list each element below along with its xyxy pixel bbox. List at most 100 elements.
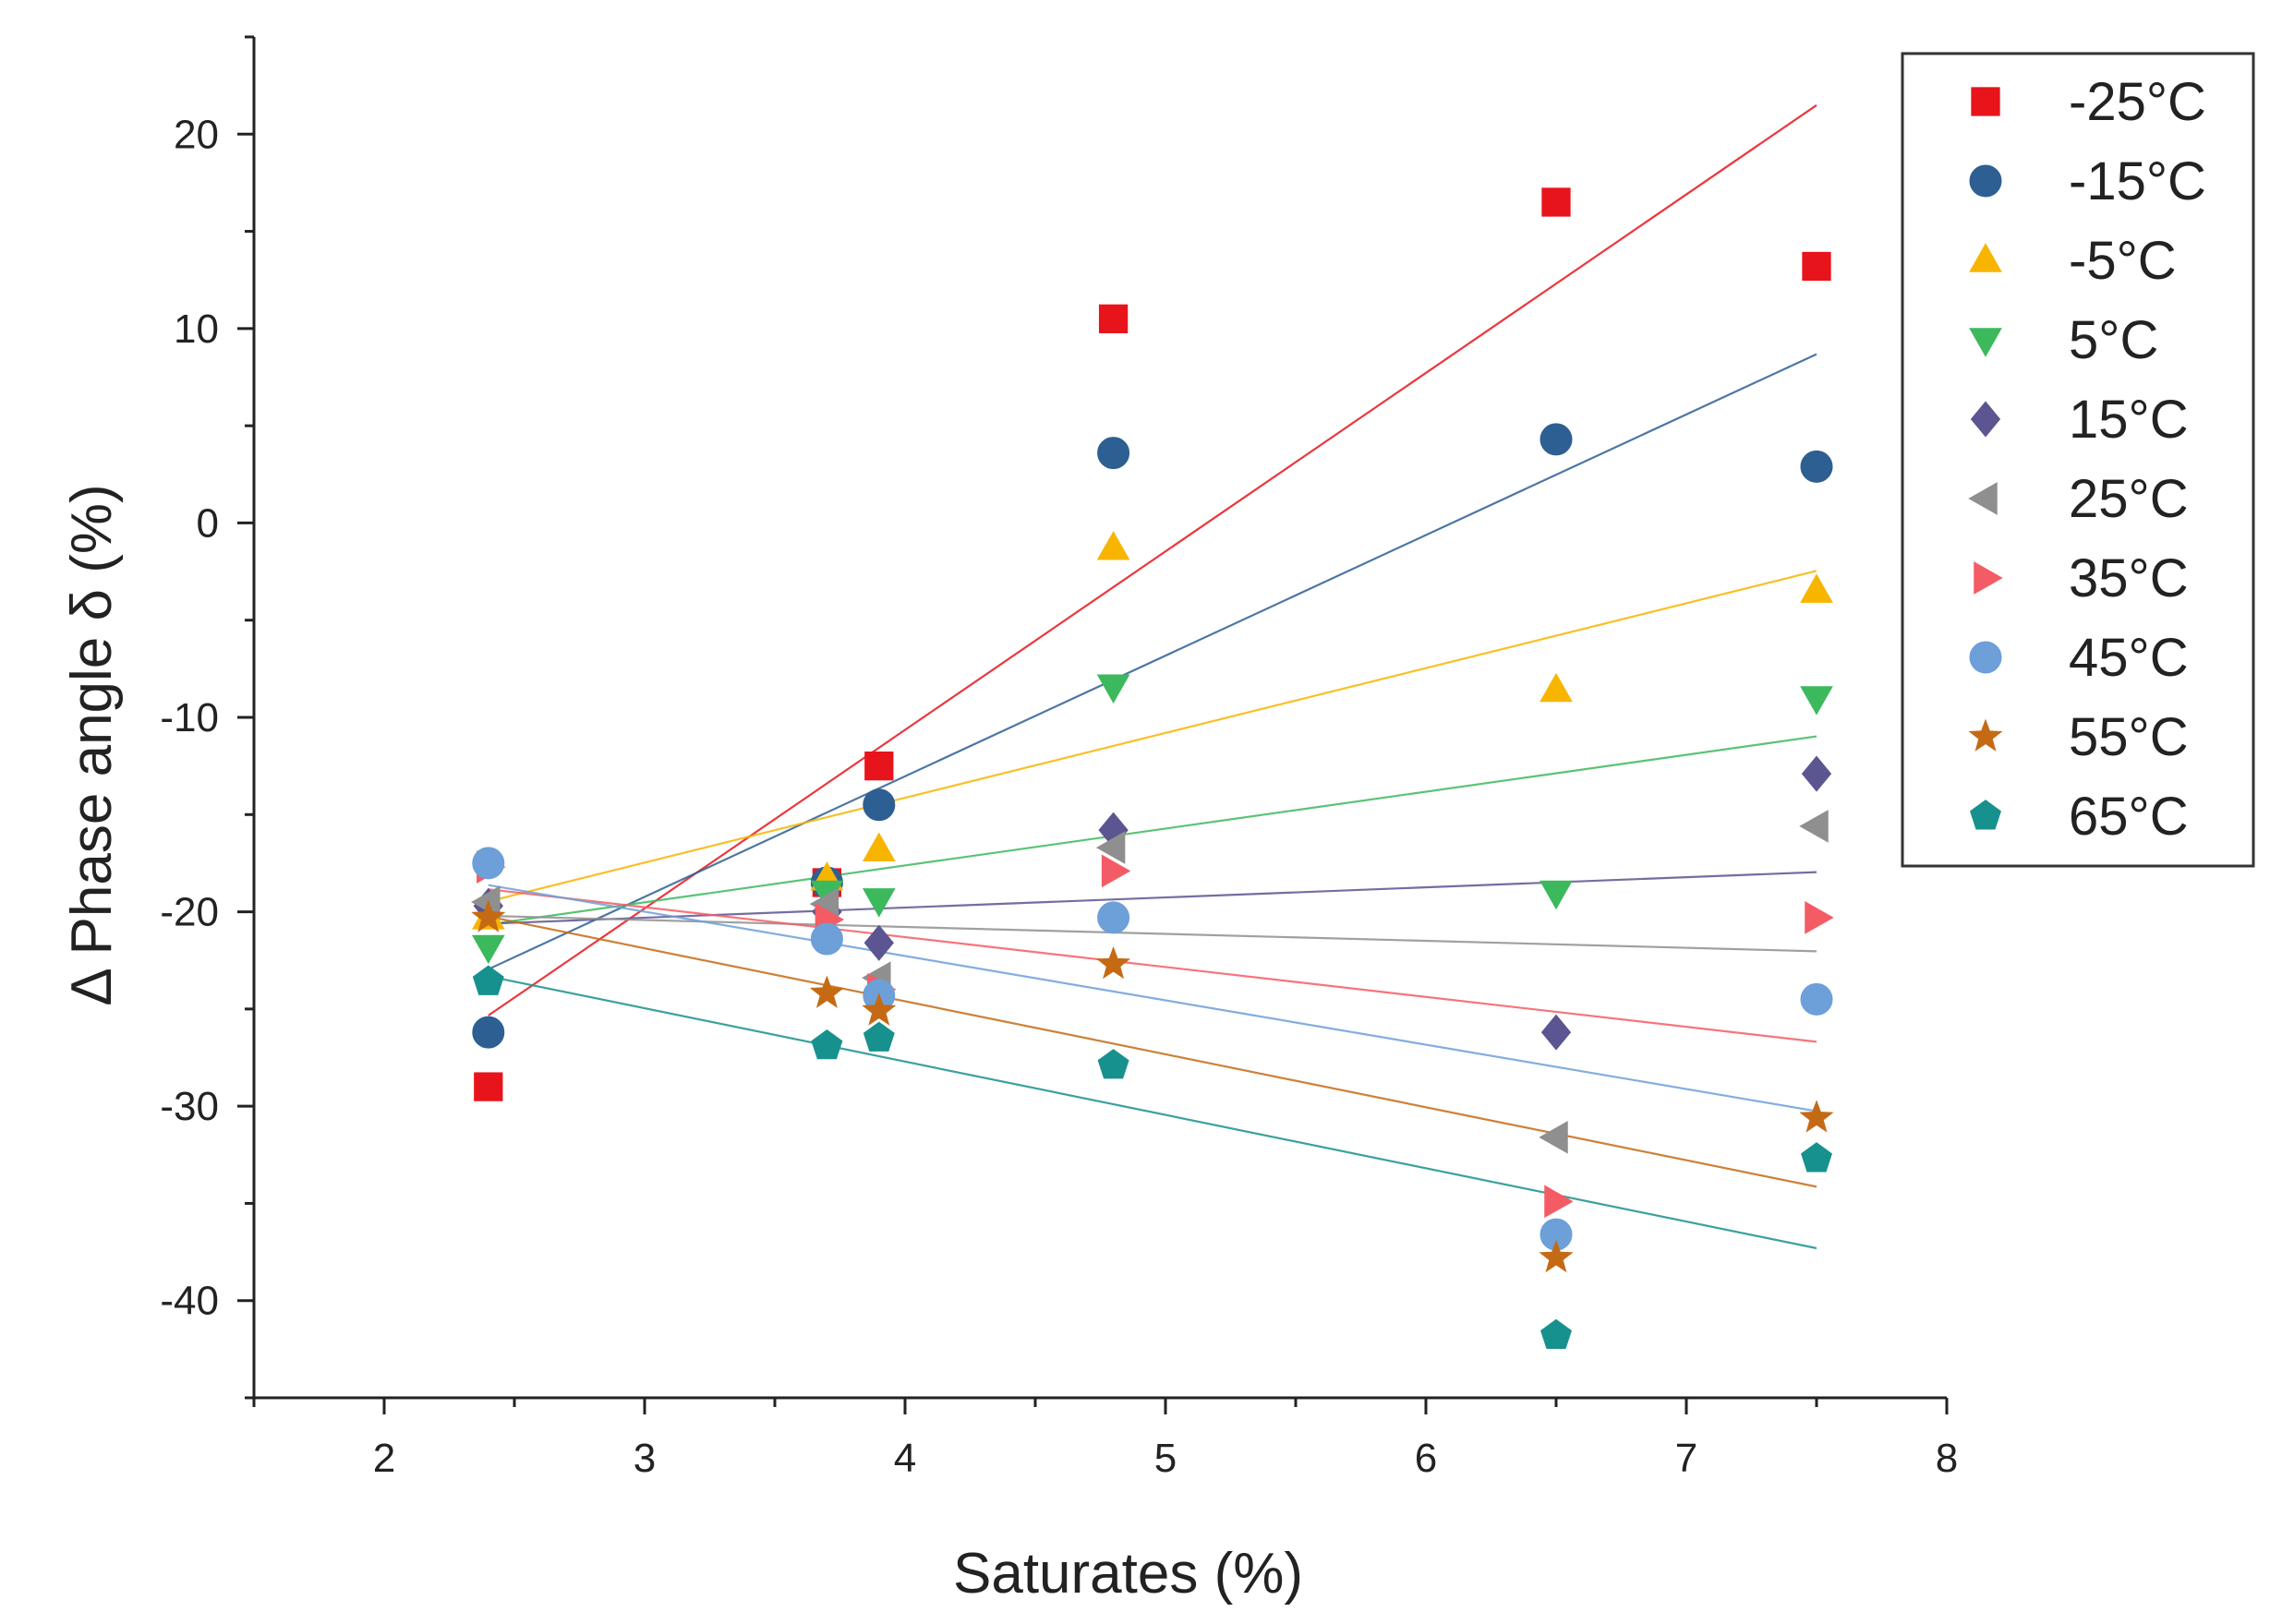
legend-label: -15°C xyxy=(2069,151,2206,211)
legend-label: 45°C xyxy=(2069,628,2189,688)
legend-label: -5°C xyxy=(2069,231,2177,291)
data-point xyxy=(472,965,504,995)
data-point xyxy=(1101,854,1131,888)
series--25°C xyxy=(474,187,1831,1101)
series--5°C xyxy=(471,531,1833,930)
data-point xyxy=(474,1072,503,1101)
data-point xyxy=(1539,880,1573,910)
fit-line xyxy=(488,888,1817,1043)
x-tick-label: 4 xyxy=(894,1436,916,1481)
legend-label: 35°C xyxy=(2069,548,2189,608)
data-point xyxy=(809,975,844,1008)
y-tick-label: -30 xyxy=(160,1084,219,1129)
legend-marker xyxy=(1969,164,2002,198)
fit-line xyxy=(488,975,1817,1250)
data-point xyxy=(1097,1049,1129,1079)
data-point xyxy=(809,887,839,920)
data-points xyxy=(471,187,1834,1350)
x-tick-label: 3 xyxy=(634,1436,656,1481)
legend-label: 15°C xyxy=(2069,390,2189,450)
data-point xyxy=(1800,982,1833,1016)
y-tick-label: -20 xyxy=(160,890,219,935)
y-tick-label: 20 xyxy=(174,112,219,157)
legend-label: 65°C xyxy=(2069,787,2189,847)
y-tick-label: 10 xyxy=(174,307,219,352)
data-point xyxy=(864,752,894,781)
y-tick-label: -40 xyxy=(160,1279,219,1324)
legend-marker xyxy=(1970,401,2001,438)
y-axis-title: Δ Phase angle δ (%) xyxy=(60,484,124,1005)
legend-marker xyxy=(1968,482,1998,515)
fit-line xyxy=(488,353,1817,970)
legend-marker xyxy=(1969,641,2002,674)
data-point xyxy=(1541,187,1571,217)
series-25°C xyxy=(471,810,1829,1154)
legend-label: 25°C xyxy=(2069,469,2189,529)
fit-line xyxy=(488,884,1817,1113)
data-point xyxy=(1800,573,1833,603)
data-point xyxy=(863,788,896,822)
data-point xyxy=(1096,531,1130,560)
series-35°C xyxy=(477,850,1834,1219)
data-point xyxy=(472,1016,505,1049)
x-tick-label: 2 xyxy=(373,1436,395,1481)
series-55°C xyxy=(471,899,1834,1273)
data-point xyxy=(1096,674,1130,704)
data-point xyxy=(811,1029,843,1060)
data-point xyxy=(1098,304,1129,333)
data-point xyxy=(471,885,501,919)
data-point xyxy=(472,847,505,880)
data-point xyxy=(1802,251,1831,282)
x-tick-label: 7 xyxy=(1675,1436,1697,1481)
data-point xyxy=(1800,686,1833,716)
legend: -25°C -15°C -5°C 5°C 15°C 25°C 35°C 45°C 55°C 65°… xyxy=(1901,52,2255,868)
fit-line xyxy=(488,104,1817,1017)
y-tick-label: 0 xyxy=(197,500,219,546)
x-tick-label: 8 xyxy=(1936,1436,1958,1481)
data-point xyxy=(1801,1142,1832,1173)
data-point xyxy=(1539,1120,1568,1154)
data-point xyxy=(1539,423,1573,456)
series-45°C xyxy=(472,847,1833,1251)
legend-marker xyxy=(1968,718,2003,752)
legend-box xyxy=(1901,52,2255,868)
data-point xyxy=(471,934,505,965)
data-point xyxy=(1799,1100,1834,1133)
data-point xyxy=(1539,1239,1574,1273)
data-point xyxy=(1801,755,1832,792)
data-point xyxy=(810,922,843,956)
y-tick-label: -10 xyxy=(160,695,219,740)
fit-line xyxy=(488,915,1817,1188)
x-tick-label: 6 xyxy=(1415,1436,1437,1481)
data-point xyxy=(862,992,897,1026)
fit-line xyxy=(488,570,1817,903)
data-point xyxy=(1800,450,1833,483)
data-point xyxy=(1096,945,1131,980)
data-point xyxy=(1539,672,1573,703)
data-point xyxy=(1097,901,1130,934)
axes xyxy=(252,37,1947,1400)
data-point xyxy=(1095,831,1126,864)
data-point xyxy=(862,888,896,918)
data-point xyxy=(471,899,506,932)
legend-marker xyxy=(1971,87,2000,116)
data-point xyxy=(863,1021,895,1052)
legend-marker xyxy=(1969,328,2002,357)
legend-marker xyxy=(1969,243,2002,272)
data-point xyxy=(1540,1318,1572,1350)
fit-lines-layer xyxy=(488,104,1817,1250)
data-point xyxy=(1098,812,1129,848)
data-point xyxy=(1799,810,1829,843)
data-point xyxy=(1805,901,1834,934)
data-point xyxy=(862,832,896,861)
series-65°C xyxy=(472,965,1832,1350)
legend-marker xyxy=(1970,800,2001,830)
x-tick-label: 5 xyxy=(1154,1436,1177,1481)
x-axis-title: Saturates (%) xyxy=(953,1542,1303,1606)
legend-label: 5°C xyxy=(2069,310,2158,370)
ticks: 2 3 4 5 6 7 8 -40 -30 -20 -10 0 10 20 xyxy=(160,35,1958,1481)
data-point xyxy=(1540,1014,1572,1051)
data-point xyxy=(1097,437,1130,470)
legend-label: -25°C xyxy=(2069,72,2206,132)
